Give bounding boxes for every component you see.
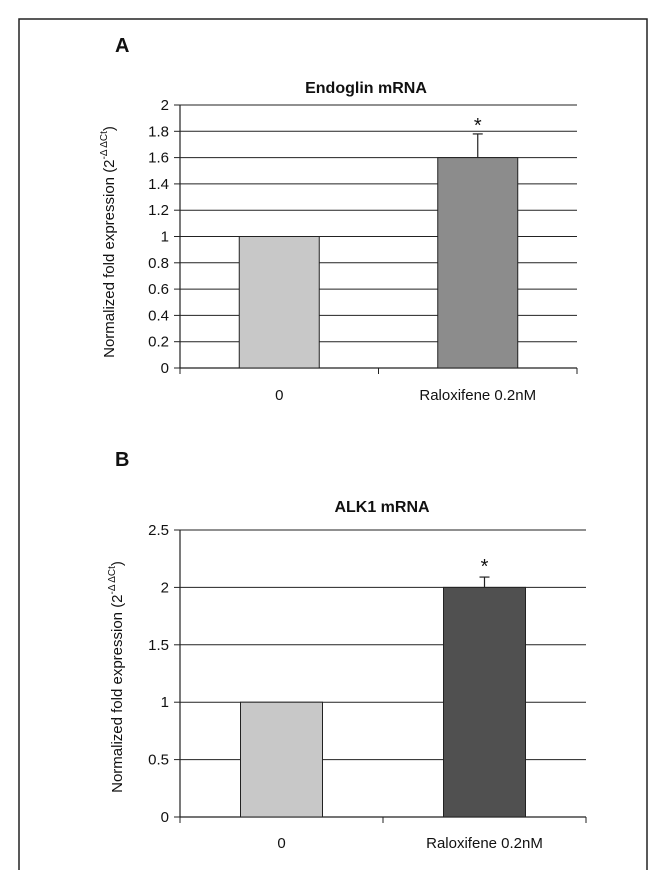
panel-a-letter: A — [115, 35, 129, 57]
panel-b-categories: 0 Raloxifene 0.2nM — [277, 835, 543, 852]
panel-a-category-label: 0 — [275, 387, 283, 404]
panel-b-category-label: 0 — [277, 835, 285, 852]
panel-a-y-tick-label: 0.2 — [148, 334, 169, 351]
panel-b-category-label: Raloxifene 0.2nM — [426, 835, 543, 852]
panel-b-letter: B — [115, 449, 129, 471]
panel-a-y-tick-label: 0.6 — [148, 281, 169, 298]
panel-a-category-label: Raloxifene 0.2nM — [419, 387, 536, 404]
panel-b-y-tick-label: 2 — [161, 579, 169, 596]
panel-a-y-tick-label: 1.4 — [148, 176, 169, 193]
panel-b-bar — [240, 701, 323, 818]
panel-a-y-tick-label: 0.4 — [148, 307, 169, 324]
panel-b-y-tick-label: 1 — [161, 694, 169, 711]
panel-b: B ALK1 mRNA 0 0.5 1 1.5 2 2.5 * 0 Raloxifene 0… — [107, 449, 587, 852]
panel-b-y-tick-label: 1.5 — [148, 637, 169, 654]
panel-a-title: Endoglin mRNA — [305, 80, 427, 97]
panel-a-y-tick-label: 1.6 — [148, 150, 169, 167]
panel-a-bars: * — [238, 115, 519, 369]
panel-a-categories: 0 Raloxifene 0.2nM — [275, 387, 536, 404]
panel-a-y-tick-label: 0.8 — [148, 255, 169, 272]
panel-b-y-tick-label: 2.5 — [148, 522, 169, 539]
figure-border — [18, 18, 648, 875]
panel-a-y-tick-label: 1.8 — [148, 123, 169, 140]
panel-b-y-tick-label: 0 — [161, 809, 169, 826]
panel-a-y-ticks: 0 0.2 0.4 0.6 0.8 1 1.2 1.4 1.6 1.8 2 — [148, 97, 578, 377]
panel-b-y-tick-label: 0.5 — [148, 752, 169, 769]
panel-a-significance-star: * — [474, 115, 482, 137]
panel-b-significance-star: * — [481, 556, 489, 578]
panel-a-y-tick-label: 0 — [161, 360, 169, 377]
panel-a-bar — [238, 236, 320, 369]
panel-a-y-tick-label: 2 — [161, 97, 169, 114]
panel-a: A Endoglin mRNA 0 0.2 0.4 0.6 0.8 1 1.2 1.4 1.6 1… — [99, 35, 578, 404]
panel-a-bar — [437, 157, 519, 369]
panel-a-y-tick-label: 1.2 — [148, 202, 169, 219]
panel-a-y-axis-label: Normalized fold expression (2-Δ ΔCt) — [99, 126, 118, 358]
panel-b-bar — [443, 586, 526, 818]
panel-b-y-axis-label: Normalized fold expression (2-Δ ΔCt) — [107, 561, 126, 793]
panel-a-y-tick-label: 1 — [161, 229, 169, 246]
panel-b-bars: * — [240, 556, 526, 818]
panel-b-y-ticks: 0 0.5 1 1.5 2 2.5 — [148, 522, 587, 826]
panel-b-title: ALK1 mRNA — [334, 499, 430, 516]
